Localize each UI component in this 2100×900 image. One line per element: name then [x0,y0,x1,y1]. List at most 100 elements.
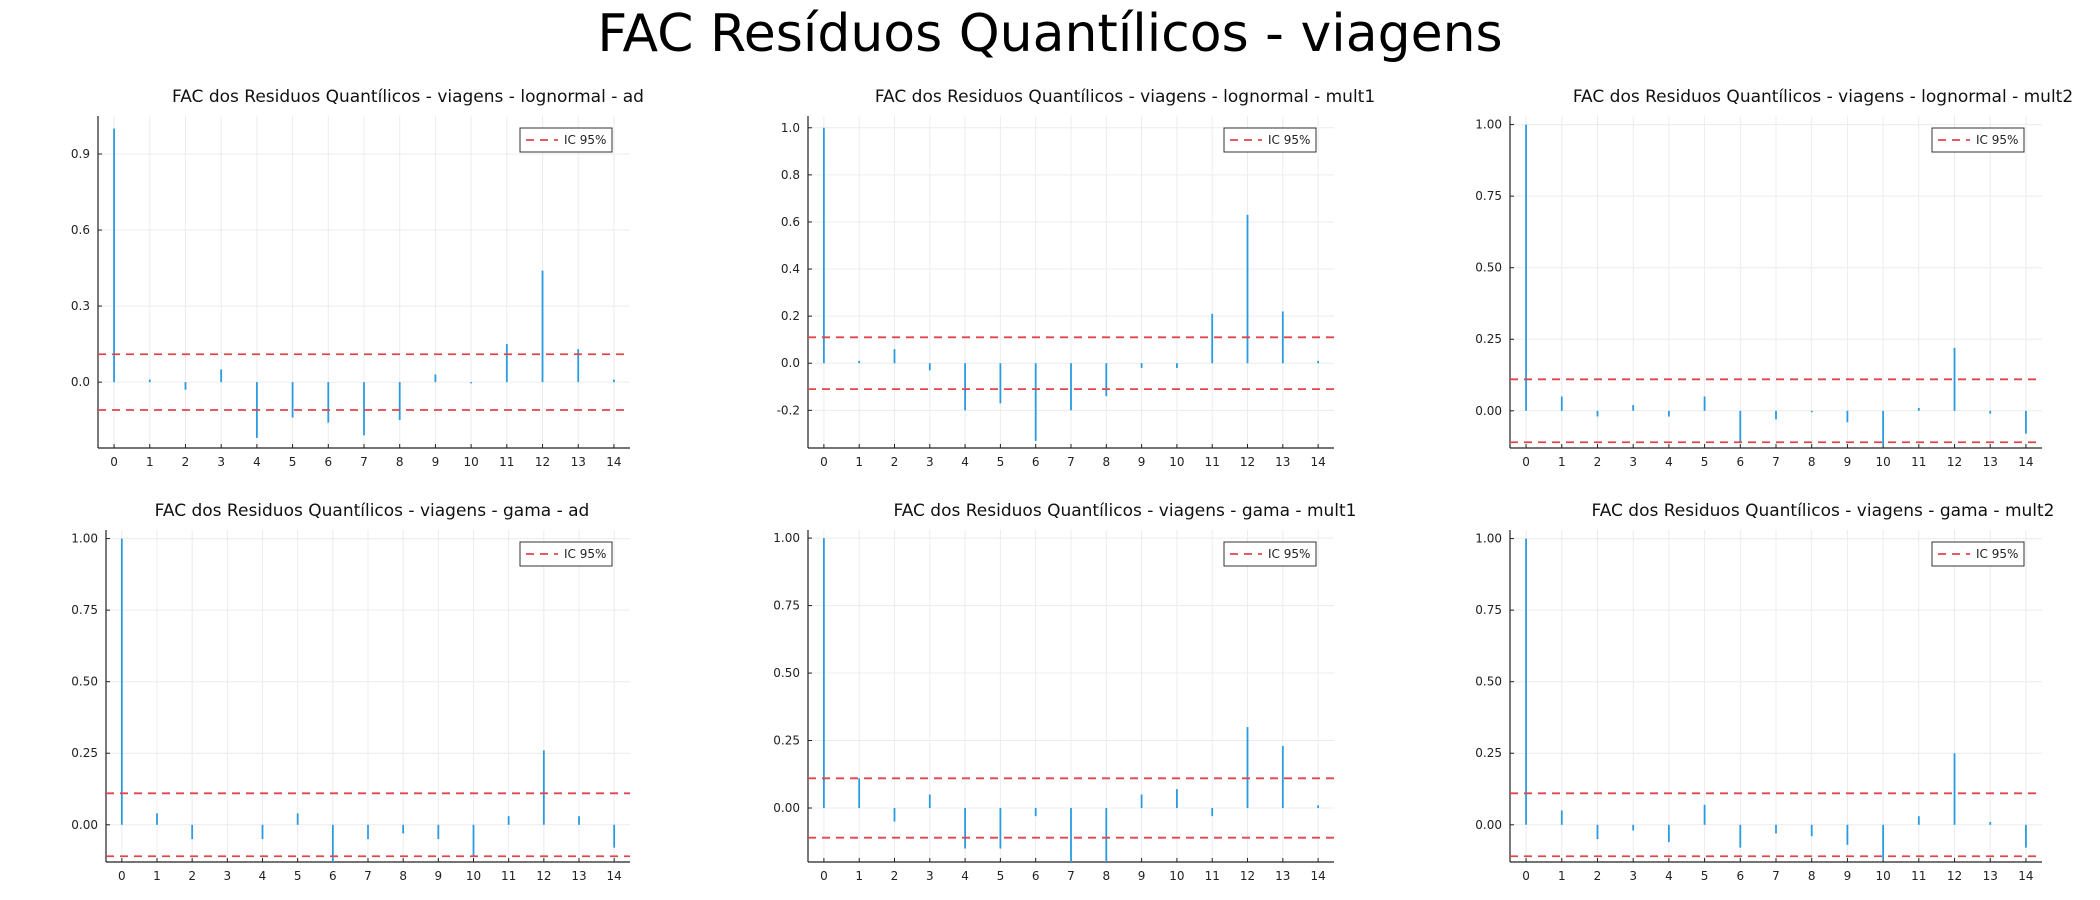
y-tick-label: 0.25 [1475,332,1502,346]
x-tick-label: 6 [1032,455,1040,469]
y-tick-label: 0.00 [1475,404,1502,418]
x-tick-label: 7 [1067,869,1075,883]
x-tick-label: 0 [1522,869,1530,883]
y-tick-label: 0.50 [1475,261,1502,275]
legend-box [1931,541,2025,567]
y-tick-label: 0.00 [71,818,98,832]
x-tick-label: 10 [1875,455,1890,469]
x-tick-label: 6 [1736,455,1744,469]
x-tick-label: 1 [855,455,863,469]
x-tick-label: 0 [118,869,126,883]
x-tick-label: 13 [1275,869,1290,883]
legend-label: IC 95% [1976,547,2018,561]
legend-label: IC 95% [564,133,606,147]
y-tick-label: 0.75 [773,599,800,613]
panel-title: FAC dos Residuos Quantílicos - viagens -… [1591,501,2054,521]
panel-title: FAC dos Residuos Quantílicos - viagens -… [1573,87,2073,107]
x-tick-label: 1 [855,869,863,883]
x-tick-label: 9 [432,455,440,469]
x-tick-label: 1 [153,869,161,883]
x-tick-label: 14 [607,869,622,883]
x-tick-label: 0 [820,455,828,469]
panel-title: FAC dos Residuos Quantílicos - viagens -… [893,501,1356,521]
legend-box [519,127,613,153]
x-tick-label: 14 [2018,869,2033,883]
x-tick-label: 2 [1594,869,1602,883]
legend-box [1223,127,1317,153]
y-tick-label: 1.00 [773,531,800,545]
legend: IC 95% [1223,127,1317,153]
x-tick-label: 12 [536,869,551,883]
legend-label: IC 95% [1268,547,1310,561]
x-tick-label: 3 [926,455,934,469]
panel-title: FAC dos Residuos Quantílicos - viagens -… [155,501,590,521]
x-tick-label: 0 [110,455,118,469]
x-tick-label: 0 [820,869,828,883]
x-tick-label: 8 [1102,869,1110,883]
x-tick-label: 11 [1205,869,1220,883]
legend-box [519,541,613,567]
x-tick-label: 11 [1911,455,1926,469]
x-tick-label: 6 [324,455,332,469]
x-tick-label: 9 [1138,869,1146,883]
y-tick-label: 0.3 [71,299,90,313]
legend: IC 95% [1931,541,2025,567]
x-tick-label: 11 [1911,869,1926,883]
x-tick-label: 0 [1522,455,1530,469]
x-tick-label: 12 [1947,869,1962,883]
x-tick-label: 3 [224,869,232,883]
x-tick-label: 2 [1594,455,1602,469]
y-tick-label: 0.0 [781,356,800,370]
panel-title: FAC dos Residuos Quantílicos - viagens -… [172,87,644,107]
x-tick-label: 4 [1665,455,1673,469]
x-tick-label: 10 [463,455,478,469]
x-tick-label: 10 [1169,869,1184,883]
x-tick-label: 4 [961,869,969,883]
x-tick-label: 1 [1558,455,1566,469]
x-tick-label: 10 [466,869,481,883]
legend: IC 95% [1223,541,1317,567]
x-tick-label: 14 [1310,455,1325,469]
x-tick-label: 7 [1772,455,1780,469]
x-tick-label: 5 [997,869,1005,883]
x-tick-label: 10 [1875,869,1890,883]
x-tick-label: 4 [1665,869,1673,883]
y-tick-label: 0.25 [71,746,98,760]
y-tick-label: 0.6 [781,215,800,229]
x-tick-label: 4 [961,455,969,469]
x-tick-label: 12 [1240,455,1255,469]
x-tick-label: 9 [1844,869,1852,883]
x-tick-label: 2 [182,455,190,469]
x-tick-label: 8 [396,455,404,469]
y-tick-label: 0.8 [781,168,800,182]
legend-label: IC 95% [564,547,606,561]
x-tick-label: 8 [1102,455,1110,469]
legend: IC 95% [519,541,613,567]
x-tick-label: 8 [1808,869,1816,883]
x-tick-label: 2 [188,869,196,883]
x-tick-label: 3 [1629,455,1637,469]
x-tick-label: 7 [364,869,372,883]
x-tick-label: 14 [606,455,621,469]
y-tick-label: -0.2 [777,403,800,417]
x-tick-label: 11 [499,455,514,469]
x-tick-label: 6 [1736,869,1744,883]
legend: IC 95% [1931,127,2025,153]
x-tick-label: 9 [1844,455,1852,469]
y-tick-label: 0.2 [781,309,800,323]
x-tick-label: 13 [571,455,586,469]
y-tick-label: 0.75 [71,603,98,617]
y-tick-label: 0.0 [71,375,90,389]
x-tick-label: 10 [1169,455,1184,469]
y-tick-label: 0.50 [1475,675,1502,689]
y-tick-label: 1.00 [71,532,98,546]
legend-box [1931,127,2025,153]
x-tick-label: 4 [259,869,267,883]
x-tick-label: 3 [926,869,934,883]
x-tick-label: 5 [294,869,302,883]
x-tick-label: 8 [1808,455,1816,469]
y-tick-label: 0.6 [71,223,90,237]
acf-panel: -0.20.00.20.40.60.81.00 1 2 3 4 5 6 7 8 9 10 11 12 13… [777,87,1376,469]
